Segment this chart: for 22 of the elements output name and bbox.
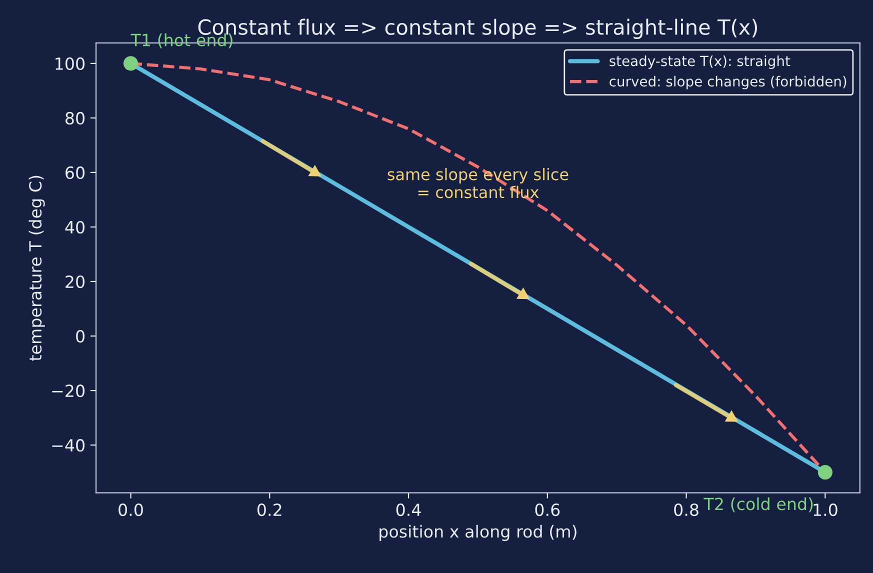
y-tick-label: 40 — [65, 220, 85, 234]
y-tick-label: 60 — [66, 166, 85, 180]
legend-label: curved: slope changes (forbidden) — [610, 76, 846, 90]
annotation: T2 (cold end) — [704, 497, 813, 512]
point — [725, 410, 738, 422]
y-tick-label: 100 — [56, 57, 85, 70]
point — [308, 166, 321, 176]
legend-label: steady-state T(x): straight — [610, 55, 790, 69]
y-tick-label: 80 — [66, 112, 85, 125]
y-tick-label: 0 — [76, 330, 85, 343]
x-tick-label: 0.6 — [535, 503, 560, 516]
point — [123, 56, 138, 71]
x-tick-label: 0.8 — [674, 503, 698, 516]
x-axis-title: position x along rod (m) — [380, 524, 576, 542]
y-tick-label: 20 — [66, 275, 85, 288]
x-tick-label: 0.2 — [257, 503, 282, 516]
y-tick-label: −40 — [52, 439, 85, 452]
y-axis-title: temperature T (deg C) — [28, 176, 45, 361]
x-tick-label: 0.4 — [396, 503, 421, 516]
x-tick-label: 0.0 — [118, 503, 143, 516]
x-tick-label: 1.0 — [814, 503, 838, 516]
y-tick-label: −20 — [52, 384, 85, 398]
